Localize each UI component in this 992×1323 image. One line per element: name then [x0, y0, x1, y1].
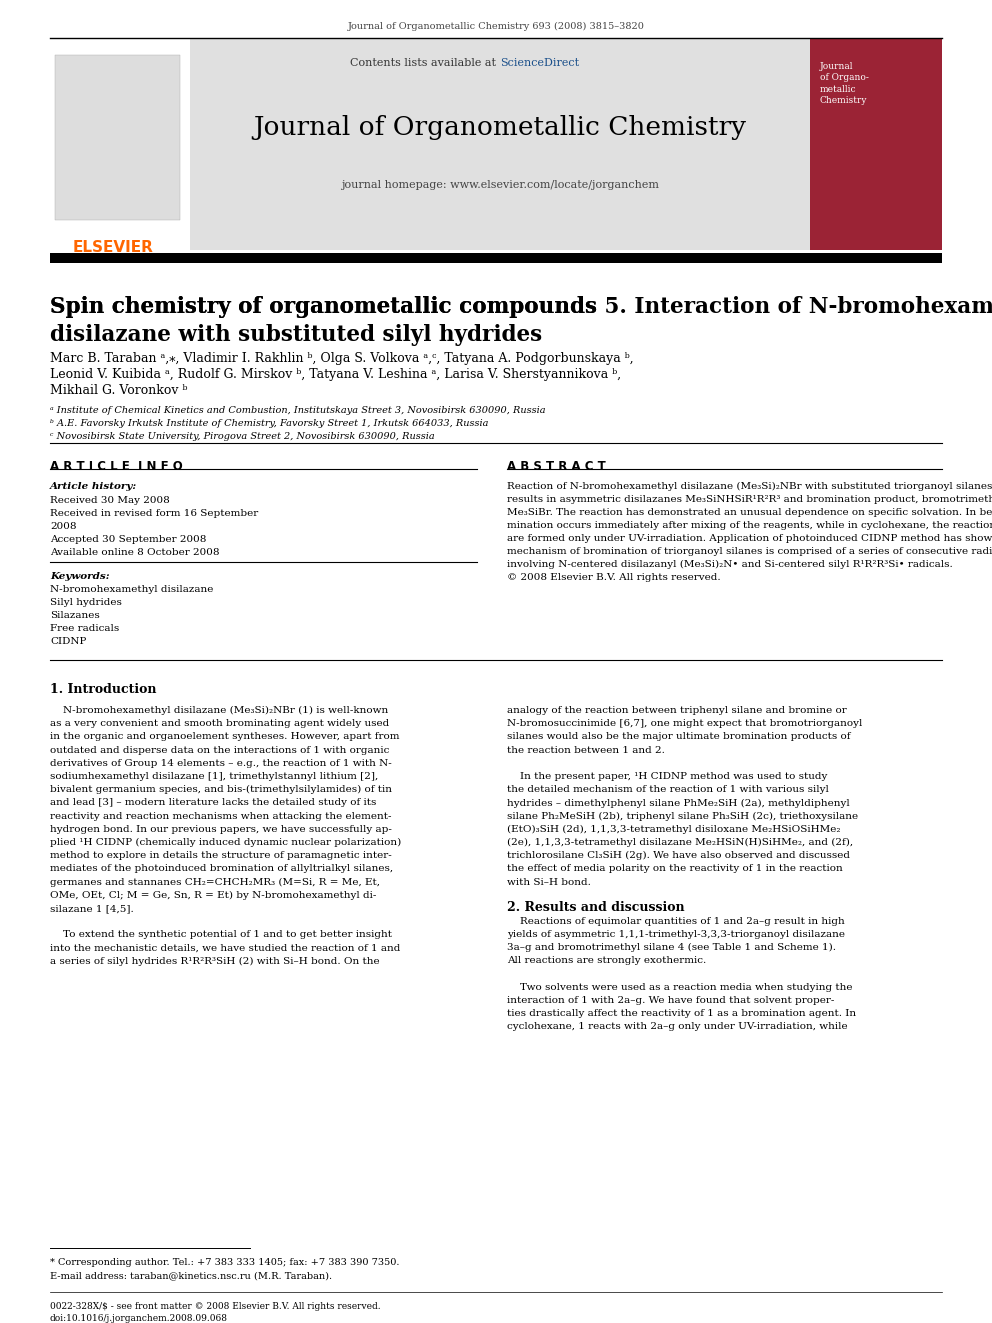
- Text: into the mechanistic details, we have studied the reaction of 1 and: into the mechanistic details, we have st…: [50, 943, 401, 953]
- Text: Two solvents were used as a reaction media when studying the: Two solvents were used as a reaction med…: [507, 983, 852, 992]
- Text: Free radicals: Free radicals: [50, 624, 119, 632]
- Text: A R T I C L E  I N F O: A R T I C L E I N F O: [50, 460, 183, 474]
- Text: doi:10.1016/j.jorganchem.2008.09.068: doi:10.1016/j.jorganchem.2008.09.068: [50, 1314, 228, 1323]
- Text: All reactions are strongly exothermic.: All reactions are strongly exothermic.: [507, 957, 706, 966]
- Text: Silyl hydrides: Silyl hydrides: [50, 598, 122, 607]
- Text: Spin chemistry of organometallic compounds: Spin chemistry of organometallic compoun…: [50, 296, 604, 318]
- Text: * Corresponding author. Tel.: +7 383 333 1405; fax: +7 383 390 7350.: * Corresponding author. Tel.: +7 383 333…: [50, 1258, 400, 1267]
- Text: silane Ph₂MeSiH (2b), triphenyl silane Ph₃SiH (2c), triethoxysilane: silane Ph₂MeSiH (2b), triphenyl silane P…: [507, 811, 858, 820]
- FancyBboxPatch shape: [810, 38, 942, 250]
- Text: cyclohexane, 1 reacts with 2a–g only under UV-irradiation, while: cyclohexane, 1 reacts with 2a–g only und…: [507, 1023, 847, 1032]
- Text: reactivity and reaction mechanisms when attacking the element-: reactivity and reaction mechanisms when …: [50, 811, 392, 820]
- Text: (EtO)₃SiH (2d), 1,1,3,3-tetramethyl disiloxane Me₂HSiOSiHMe₂: (EtO)₃SiH (2d), 1,1,3,3-tetramethyl disi…: [507, 824, 840, 833]
- Text: (2e), 1,1,3,3-tetramethyl disilazane Me₂HSiN(H)SiHMe₂, and (2f),: (2e), 1,1,3,3-tetramethyl disilazane Me₂…: [507, 837, 853, 847]
- Text: derivatives of Group 14 elements – e.g., the reaction of 1 with N-: derivatives of Group 14 elements – e.g.,…: [50, 759, 392, 767]
- Text: OMe, OEt, Cl; M = Ge, Sn, R = Et) by N-bromohexamethyl di-: OMe, OEt, Cl; M = Ge, Sn, R = Et) by N-b…: [50, 890, 376, 900]
- Text: mediates of the photoinduced bromination of allyltrialkyl silanes,: mediates of the photoinduced bromination…: [50, 864, 393, 873]
- Text: ELSEVIER: ELSEVIER: [72, 239, 154, 255]
- Text: 1. Introduction: 1. Introduction: [50, 683, 157, 696]
- Text: as a very convenient and smooth brominating agent widely used: as a very convenient and smooth brominat…: [50, 720, 389, 728]
- Text: interaction of 1 with 2a–g. We have found that solvent proper-: interaction of 1 with 2a–g. We have foun…: [507, 996, 834, 1005]
- Text: Me₃SiBr. The reaction has demonstrated an unusual dependence on specific solvati: Me₃SiBr. The reaction has demonstrated a…: [507, 508, 992, 517]
- Text: A B S T R A C T: A B S T R A C T: [507, 460, 606, 474]
- Text: 3a–g and bromotrimethyl silane 4 (see Table 1 and Scheme 1).: 3a–g and bromotrimethyl silane 4 (see Ta…: [507, 943, 836, 953]
- Text: Marc B. Taraban ᵃ,⁎, Vladimir I. Rakhlin ᵇ, Olga S. Volkova ᵃ,ᶜ, Tatyana A. Podg: Marc B. Taraban ᵃ,⁎, Vladimir I. Rakhlin…: [50, 352, 634, 365]
- Bar: [50, 253, 942, 263]
- Text: To extend the synthetic potential of 1 and to get better insight: To extend the synthetic potential of 1 a…: [50, 930, 392, 939]
- Text: Journal of Organometallic Chemistry 693 (2008) 3815–3820: Journal of Organometallic Chemistry 693 …: [347, 22, 645, 32]
- Text: CIDNP: CIDNP: [50, 636, 86, 646]
- Text: N-bromosuccinimide [6,7], one might expect that bromotriorganoyl: N-bromosuccinimide [6,7], one might expe…: [507, 720, 862, 728]
- Text: ᵇ A.E. Favorsky Irkutsk Institute of Chemistry, Favorsky Street 1, Irkutsk 66403: ᵇ A.E. Favorsky Irkutsk Institute of Che…: [50, 419, 488, 429]
- Text: hydrogen bond. In our previous papers, we have successfully ap-: hydrogen bond. In our previous papers, w…: [50, 824, 392, 833]
- Text: Mikhail G. Voronkov ᵇ: Mikhail G. Voronkov ᵇ: [50, 384, 187, 397]
- Text: the effect of media polarity on the reactivity of 1 in the reaction: the effect of media polarity on the reac…: [507, 864, 843, 873]
- Text: ties drastically affect the reactivity of 1 as a bromination agent. In: ties drastically affect the reactivity o…: [507, 1009, 856, 1019]
- Text: with Si–H bond.: with Si–H bond.: [507, 877, 591, 886]
- Text: N-bromohexamethyl disilazane: N-bromohexamethyl disilazane: [50, 585, 213, 594]
- Text: disilazane with substituted silyl hydrides: disilazane with substituted silyl hydrid…: [50, 324, 542, 347]
- FancyBboxPatch shape: [50, 38, 190, 250]
- Text: and lead [3] – modern literature lacks the detailed study of its: and lead [3] – modern literature lacks t…: [50, 798, 376, 807]
- Text: trichlorosilane Cl₃SiH (2g). We have also observed and discussed: trichlorosilane Cl₃SiH (2g). We have als…: [507, 851, 850, 860]
- Text: are formed only under UV-irradiation. Application of photoinduced CIDNP method h: are formed only under UV-irradiation. Ap…: [507, 534, 992, 542]
- Text: journal homepage: www.elsevier.com/locate/jorganchem: journal homepage: www.elsevier.com/locat…: [341, 180, 659, 191]
- Text: Spin chemistry of organometallic compounds 5. Interaction of N-bromohexamethyl: Spin chemistry of organometallic compoun…: [50, 296, 992, 318]
- Text: silanes would also be the major ultimate bromination products of: silanes would also be the major ultimate…: [507, 733, 850, 741]
- Text: Accepted 30 September 2008: Accepted 30 September 2008: [50, 534, 206, 544]
- Text: Journal
of Organo-
metallic
Chemistry: Journal of Organo- metallic Chemistry: [820, 62, 869, 106]
- Text: Journal of Organometallic Chemistry: Journal of Organometallic Chemistry: [254, 115, 747, 140]
- Text: mechanism of bromination of triorganoyl silanes is comprised of a series of cons: mechanism of bromination of triorganoyl …: [507, 546, 992, 556]
- Text: a series of silyl hydrides R¹R²R³SiH (2) with Si–H bond. On the: a series of silyl hydrides R¹R²R³SiH (2)…: [50, 957, 380, 966]
- Text: 2008: 2008: [50, 523, 76, 531]
- Text: Reaction of N-bromohexamethyl disilazane (Me₃Si)₂NBr with substituted triorganoy: Reaction of N-bromohexamethyl disilazane…: [507, 482, 992, 491]
- Text: the reaction between 1 and 2.: the reaction between 1 and 2.: [507, 746, 665, 754]
- Text: ᶜ Novosibirsk State University, Pirogova Street 2, Novosibirsk 630090, Russia: ᶜ Novosibirsk State University, Pirogova…: [50, 433, 434, 441]
- Text: bivalent germanium species, and bis-(trimethylsilylamides) of tin: bivalent germanium species, and bis-(tri…: [50, 785, 392, 794]
- Text: method to explore in details the structure of paramagnetic inter-: method to explore in details the structu…: [50, 851, 392, 860]
- Text: analogy of the reaction between triphenyl silane and bromine or: analogy of the reaction between tripheny…: [507, 706, 847, 714]
- Text: N-bromohexamethyl disilazane (Me₃Si)₂NBr (1) is well-known: N-bromohexamethyl disilazane (Me₃Si)₂NBr…: [50, 706, 388, 716]
- Text: Article history:: Article history:: [50, 482, 137, 491]
- Text: Received in revised form 16 September: Received in revised form 16 September: [50, 509, 258, 519]
- Text: sodiumhexamethyl disilazane [1], trimethylstannyl lithium [2],: sodiumhexamethyl disilazane [1], trimeth…: [50, 773, 378, 781]
- Text: plied ¹H CIDNP (chemically induced dynamic nuclear polarization): plied ¹H CIDNP (chemically induced dynam…: [50, 837, 401, 847]
- Text: ScienceDirect: ScienceDirect: [500, 58, 579, 67]
- Text: mination occurs immediately after mixing of the reagents, while in cyclohexane, : mination occurs immediately after mixing…: [507, 521, 992, 531]
- Text: hydrides – dimethylphenyl silane PhMe₂SiH (2a), methyldiphenyl: hydrides – dimethylphenyl silane PhMe₂Si…: [507, 798, 850, 807]
- Text: silazane 1 [4,5].: silazane 1 [4,5].: [50, 904, 134, 913]
- Text: involving N-centered disilazanyl (Me₃Si)₂N• and Si-centered silyl R¹R²R³Si• radi: involving N-centered disilazanyl (Me₃Si)…: [507, 560, 952, 569]
- Text: yields of asymmetric 1,1,1-trimethyl-3,3,3-triorganoyl disilazane: yields of asymmetric 1,1,1-trimethyl-3,3…: [507, 930, 845, 939]
- Text: results in asymmetric disilazanes Me₃SiNHSiR¹R²R³ and bromination product, bromo: results in asymmetric disilazanes Me₃SiN…: [507, 495, 992, 504]
- Text: Silazanes: Silazanes: [50, 611, 100, 620]
- Text: ᵃ Institute of Chemical Kinetics and Combustion, Institutskaya Street 3, Novosib: ᵃ Institute of Chemical Kinetics and Com…: [50, 406, 546, 415]
- Text: Contents lists available at: Contents lists available at: [350, 58, 500, 67]
- Text: 2. Results and discussion: 2. Results and discussion: [507, 901, 684, 914]
- Text: germanes and stannanes CH₂=CHCH₂MR₃ (M=Si, R = Me, Et,: germanes and stannanes CH₂=CHCH₂MR₃ (M=S…: [50, 877, 380, 886]
- Text: 0022-328X/$ - see front matter © 2008 Elsevier B.V. All rights reserved.: 0022-328X/$ - see front matter © 2008 El…: [50, 1302, 381, 1311]
- Text: Keywords:: Keywords:: [50, 572, 110, 581]
- FancyBboxPatch shape: [55, 56, 180, 220]
- Text: Available online 8 October 2008: Available online 8 October 2008: [50, 548, 219, 557]
- Text: the detailed mechanism of the reaction of 1 with various silyl: the detailed mechanism of the reaction o…: [507, 785, 829, 794]
- FancyBboxPatch shape: [50, 38, 942, 250]
- Text: E-mail address: taraban@kinetics.nsc.ru (M.R. Taraban).: E-mail address: taraban@kinetics.nsc.ru …: [50, 1271, 332, 1279]
- Text: Reactions of equimolar quantities of 1 and 2a–g result in high: Reactions of equimolar quantities of 1 a…: [507, 917, 845, 926]
- Text: in the organic and organoelement syntheses. However, apart from: in the organic and organoelement synthes…: [50, 733, 400, 741]
- Text: outdated and disperse data on the interactions of 1 with organic: outdated and disperse data on the intera…: [50, 746, 390, 754]
- Text: Received 30 May 2008: Received 30 May 2008: [50, 496, 170, 505]
- Text: Spin chemistry of organometallic compounds  5. Interaction of N-bromohexamethyl: Spin chemistry of organometallic compoun…: [50, 296, 992, 318]
- Text: © 2008 Elsevier B.V. All rights reserved.: © 2008 Elsevier B.V. All rights reserved…: [507, 573, 720, 582]
- Text: In the present paper, ¹H CIDNP method was used to study: In the present paper, ¹H CIDNP method wa…: [507, 773, 827, 781]
- Text: Leonid V. Kuibida ᵃ, Rudolf G. Mirskov ᵇ, Tatyana V. Leshina ᵃ, Larisa V. Sherst: Leonid V. Kuibida ᵃ, Rudolf G. Mirskov ᵇ…: [50, 368, 621, 381]
